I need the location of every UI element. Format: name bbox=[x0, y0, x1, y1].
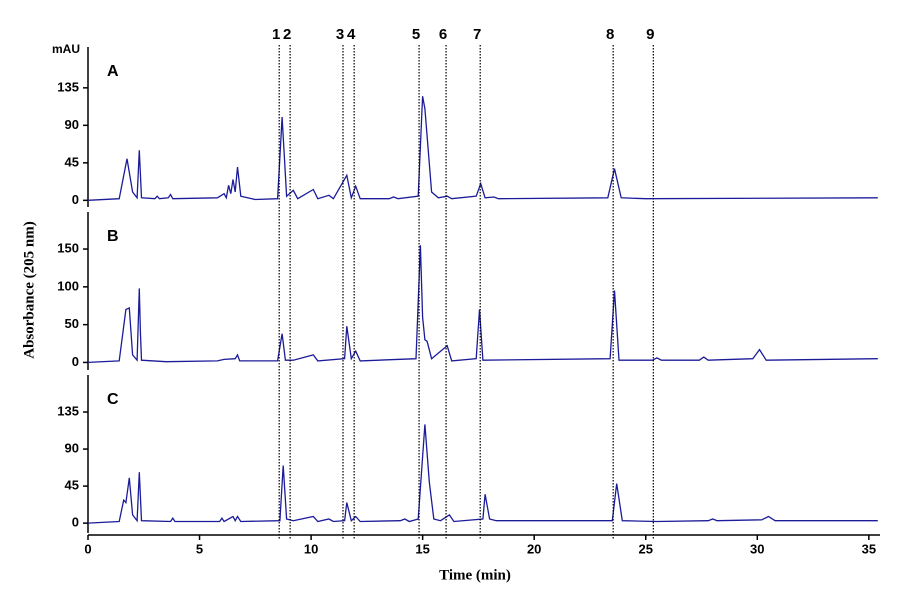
x-axis-label: Time (min) bbox=[439, 567, 511, 583]
y-tick-label: 90 bbox=[65, 441, 79, 456]
x-tick-label: 25 bbox=[639, 541, 653, 556]
y-tick-label: 150 bbox=[57, 240, 79, 255]
x-tick-label: 30 bbox=[750, 541, 764, 556]
x-tick-label: 35 bbox=[862, 541, 876, 556]
y-unit: mAU bbox=[52, 42, 80, 56]
x-tick-label: 20 bbox=[527, 541, 541, 556]
y-tick-label: 45 bbox=[65, 478, 79, 493]
x-tick-label: 0 bbox=[84, 541, 91, 556]
y-tick-label: 100 bbox=[57, 278, 79, 293]
panel-label: C bbox=[107, 391, 119, 408]
y-tick-label: 90 bbox=[65, 117, 79, 132]
peak-label: 7 bbox=[473, 26, 481, 43]
y-tick-label: 0 bbox=[72, 515, 79, 530]
y-axis-label: Absorbance (205 nm) bbox=[21, 221, 37, 359]
peak-label: 6 bbox=[439, 26, 447, 43]
panel-label: A bbox=[107, 63, 119, 80]
chromatogram-line bbox=[87, 96, 878, 201]
y-tick-label: 0 bbox=[72, 192, 79, 207]
chromatogram-line bbox=[87, 245, 878, 364]
x-tick-label: 15 bbox=[415, 541, 429, 556]
y-tick-label: 135 bbox=[57, 79, 79, 94]
peak-label: 3 bbox=[336, 26, 344, 43]
y-tick-label: 50 bbox=[65, 316, 79, 331]
x-tick-label: 10 bbox=[304, 541, 318, 556]
panel-label: B bbox=[107, 228, 119, 245]
peak-label: 8 bbox=[606, 26, 614, 43]
peak-label: 9 bbox=[646, 26, 654, 43]
peak-label: 5 bbox=[412, 26, 420, 43]
x-tick-label: 5 bbox=[196, 541, 203, 556]
peak-label: 2 bbox=[283, 26, 291, 43]
peak-label: 4 bbox=[347, 26, 356, 43]
y-tick-label: 0 bbox=[72, 354, 79, 369]
y-tick-label: 135 bbox=[57, 403, 79, 418]
y-tick-label: 45 bbox=[65, 154, 79, 169]
chromatogram-line bbox=[87, 424, 878, 524]
peak-label: 1 bbox=[272, 26, 280, 43]
